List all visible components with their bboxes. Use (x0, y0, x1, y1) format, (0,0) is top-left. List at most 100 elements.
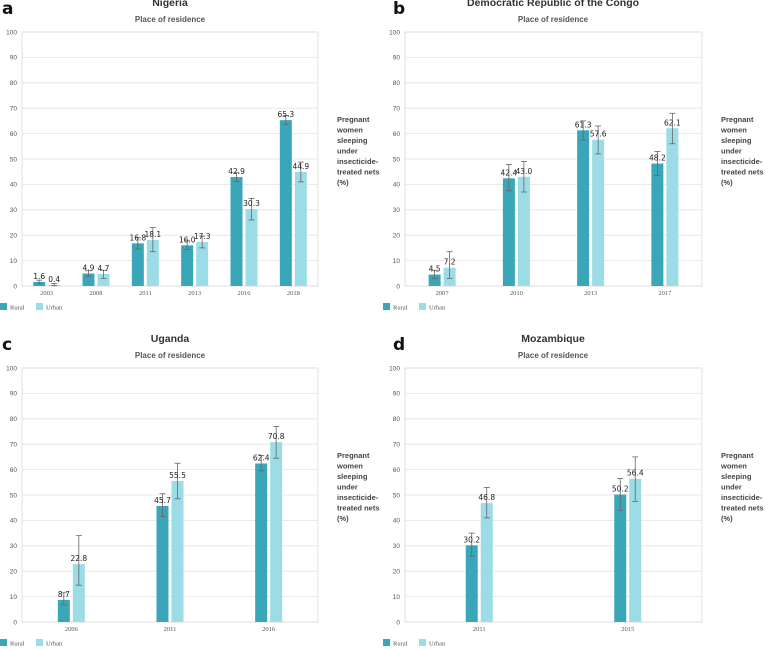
bar-urban-2016 (270, 442, 283, 622)
legend-label-rural: Rural (10, 305, 25, 312)
y-axis-label-line: sleeping (337, 136, 368, 145)
y-axis-label: Pregnant women sleeping under insecticide-tr… (720, 451, 764, 523)
y-axis-label-line: insecticide- (721, 493, 763, 502)
legend-swatch-rural (383, 303, 390, 310)
panel-letter: c (2, 335, 12, 355)
value-label-urban-2008: 4.7 (98, 264, 110, 273)
y-tick-label: 80 (393, 416, 401, 423)
value-label-rural-2017: 48.2 (649, 154, 666, 163)
y-axis-label-line: (%) (721, 178, 733, 187)
bar-urban-2018 (294, 171, 307, 286)
y-axis-label-line: women (720, 462, 747, 471)
y-tick-label: 70 (393, 106, 401, 113)
y-tick-label: 50 (393, 492, 401, 499)
bar-rural-2007 (428, 274, 441, 286)
plot-frame (404, 367, 703, 623)
legend-label-rural: Rural (10, 641, 25, 648)
y-tick-label: 10 (10, 594, 18, 601)
value-label-urban-2015: 56.4 (627, 469, 644, 478)
panel-letter: d (393, 335, 405, 355)
y-axis-label-line: Pregnant (721, 115, 754, 124)
value-label-rural-2008: 4.9 (83, 264, 95, 273)
bar-rural-2016 (255, 463, 268, 622)
legend-label-urban: Urban (429, 305, 446, 312)
legend-swatch-urban (36, 303, 43, 310)
x-tick-label: 2011 (164, 626, 177, 633)
x-tick-label: 2013 (188, 290, 201, 297)
y-axis-label-line: under (337, 147, 358, 156)
y-axis-label-line: women (336, 462, 363, 471)
x-tick-label: 2013 (584, 290, 597, 297)
chart-subtitle: Place of residence (135, 351, 206, 360)
panel-letter: a (2, 0, 13, 19)
y-axis-label-line: (%) (337, 178, 349, 187)
value-label-rural-2016: 62.4 (253, 454, 270, 463)
y-axis-label-line: treated nets (337, 504, 380, 513)
y-axis-label-line: treated nets (721, 504, 764, 513)
y-tick-label: 30 (10, 543, 18, 550)
y-tick-label: 40 (393, 182, 401, 189)
chart-title: Nigeria (152, 0, 188, 9)
value-label-urban-2017: 62.1 (664, 118, 681, 127)
bar-urban-2011 (171, 481, 184, 622)
y-tick-label: 60 (393, 467, 401, 474)
bar-rural-2016 (230, 177, 243, 286)
value-label-urban-2007: 7.2 (444, 258, 456, 267)
legend-swatch-rural (383, 639, 390, 646)
y-tick-label: 90 (10, 55, 18, 62)
value-label-rural-2018: 65.3 (277, 110, 294, 119)
value-label-urban-2013: 17.3 (194, 232, 211, 241)
bar-rural-2013 (181, 245, 194, 286)
y-tick-label: 70 (10, 442, 18, 449)
plot-frame (21, 367, 319, 623)
y-tick-label: 70 (393, 442, 401, 449)
bar-rural-2018 (279, 120, 292, 286)
y-axis-label-line: Pregnant (337, 115, 370, 124)
bar-urban-2013 (196, 242, 209, 286)
value-label-rural-2003: 1.6 (33, 272, 45, 281)
y-tick-label: 60 (10, 467, 18, 474)
value-label-rural-2013: 16.0 (179, 235, 196, 244)
bar-rural-2010 (502, 178, 515, 286)
legend-label-urban: Urban (46, 641, 63, 648)
y-tick-label: 0 (13, 283, 17, 290)
x-tick-label: 2010 (510, 290, 523, 297)
value-label-rural-2015: 50.2 (612, 484, 629, 493)
x-tick-label: 2003 (40, 290, 53, 297)
y-tick-label: 40 (10, 182, 18, 189)
bar-rural-2017 (651, 163, 664, 286)
y-axis-label: Pregnant women sleeping under insecticide-tr… (336, 451, 380, 523)
y-tick-label: 20 (10, 233, 18, 240)
x-tick-label: 2007 (436, 290, 450, 297)
chart-subtitle: Place of residence (518, 15, 589, 24)
bar-rural-2015 (614, 494, 627, 622)
legend-label-rural: Rural (393, 305, 408, 312)
x-tick-label: 2011 (139, 290, 152, 297)
legend-swatch-urban (419, 639, 426, 646)
y-tick-label: 90 (393, 391, 401, 398)
y-axis-label-line: sleeping (337, 472, 368, 481)
y-tick-label: 40 (10, 518, 18, 525)
bar-urban-2013 (592, 139, 605, 286)
bar-urban-2016 (245, 209, 258, 286)
value-label-urban-2018: 44.9 (292, 162, 309, 171)
value-label-rural-2013: 61.3 (575, 120, 592, 129)
y-tick-label: 80 (10, 416, 18, 423)
value-label-urban-2011: 55.5 (169, 471, 186, 480)
chart-title: Mozambique (521, 333, 585, 345)
y-tick-label: 20 (10, 569, 18, 576)
legend-swatch-urban (419, 303, 426, 310)
y-axis-label-line: (%) (721, 514, 733, 523)
chart-panel-a: a Nigeria Place of residence 0 10 20 30 40 50 60 7… (0, 0, 380, 312)
value-label-rural-2007: 4.5 (429, 265, 441, 274)
y-tick-label: 100 (389, 365, 400, 372)
plot-frame (21, 31, 319, 287)
bar-urban-2011 (480, 503, 493, 622)
legend-label-urban: Urban (429, 641, 446, 648)
y-tick-label: 70 (10, 106, 18, 113)
x-tick-label: 2006 (65, 626, 79, 633)
y-axis-label-line: insecticide- (337, 157, 379, 166)
x-tick-label: 2008 (90, 290, 103, 297)
x-tick-label: 2015 (621, 626, 634, 633)
